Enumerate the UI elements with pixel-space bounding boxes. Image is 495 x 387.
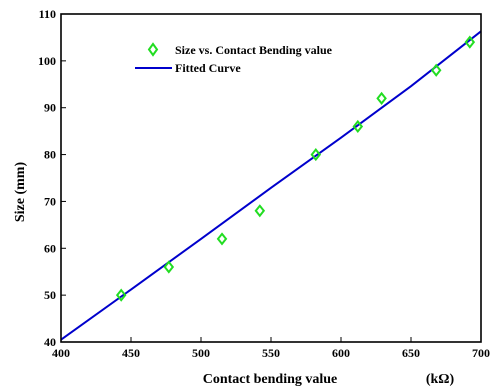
x-tick-label: 500 — [192, 346, 210, 360]
y-tick-label: 70 — [44, 194, 56, 208]
scatter-point — [254, 204, 266, 218]
axis-ticks: 400 450 500 550 600 650 700 40 50 60 70 80 90 100 110 — [38, 7, 490, 360]
scatter-point — [464, 35, 476, 49]
scatter-point — [115, 288, 127, 302]
scatter-point — [310, 147, 322, 162]
x-tick-label: 600 — [332, 346, 350, 360]
scatter-point — [376, 91, 387, 105]
x-tick-label: 650 — [402, 346, 420, 360]
legend-label-scatter: Size vs. Contact Bending value — [175, 43, 333, 57]
y-axis-label: Size (mm) — [13, 162, 28, 223]
scatter-point — [163, 260, 175, 274]
scatter-point — [216, 232, 228, 246]
y-tick-label: 60 — [44, 241, 56, 255]
fitted-curve-line — [60, 30, 482, 341]
y-tick-label: 40 — [44, 335, 56, 349]
y-tick-label: 110 — [39, 7, 56, 21]
scatter-point — [352, 119, 364, 134]
scatter-point — [430, 63, 442, 77]
legend-label-fitted: Fitted Curve — [175, 61, 241, 75]
y-tick-label: 90 — [44, 101, 56, 115]
x-axis-label: Contact bending value — [203, 372, 338, 387]
plot-marks — [60, 30, 482, 341]
x-tick-label: 700 — [472, 346, 490, 360]
legend: Size vs. Contact Bending value Fitted Cu… — [135, 42, 333, 75]
x-tick-label: 550 — [262, 346, 280, 360]
legend-marker-diamond — [147, 42, 159, 57]
y-tick-label: 100 — [38, 54, 56, 68]
y-tick-label: 80 — [44, 148, 56, 162]
x-tick-label: 400 — [52, 346, 70, 360]
x-tick-label: 450 — [122, 346, 140, 360]
y-tick-label: 50 — [44, 288, 56, 302]
x-axis-unit: (kΩ) — [426, 372, 455, 387]
